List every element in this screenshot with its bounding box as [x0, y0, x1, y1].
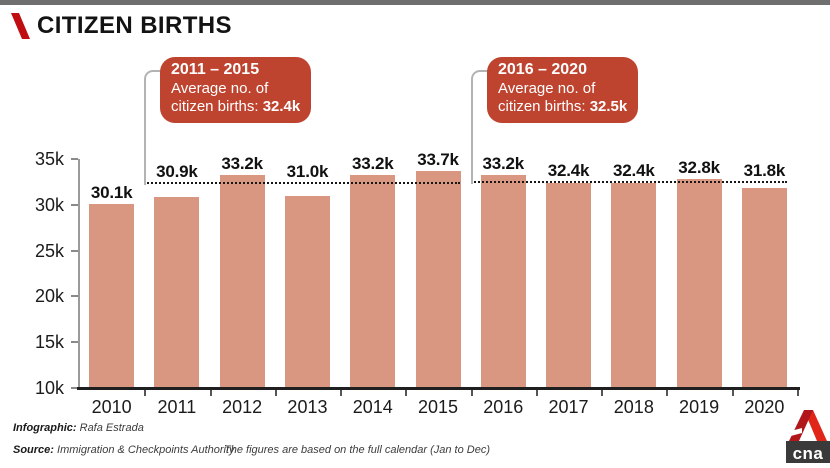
source-credit: Source: Immigration & Checkpoints Author… [13, 444, 235, 456]
x-axis-tick [405, 390, 407, 396]
bar-value-label-2011: 30.9k [153, 162, 201, 181]
bar-2019 [676, 179, 722, 388]
source-credit-label: Source: [13, 444, 54, 456]
y-axis-tick [71, 387, 78, 389]
bar-value-label-2019: 32.8k [675, 158, 723, 177]
bar-2015 [415, 171, 461, 388]
bar-value-label-2010: 30.1k [87, 183, 136, 202]
x-axis-line [77, 387, 800, 390]
x-axis-label-2019: 2019 [679, 397, 720, 417]
annotation-text: Average no. of [171, 80, 269, 97]
bar-2011 [154, 197, 200, 388]
y-axis-line [78, 159, 80, 388]
infographic-credit-value: Rafa Estrada [76, 422, 144, 434]
cna-logo-left-stroke [789, 410, 813, 441]
y-axis-label-35k: 35k [34, 149, 64, 169]
brand-slash-icon [11, 13, 30, 39]
cna-logo-notch [787, 428, 802, 437]
x-axis-label-2017: 2017 [548, 397, 589, 417]
y-axis-label-25k: 25k [34, 241, 64, 261]
average-dotted-line-1 [144, 182, 460, 184]
bar-value-label-2018: 32.4k [610, 161, 658, 180]
annotation-text: citizen births: 32.5k [498, 98, 627, 116]
annotation-connector-1 [144, 70, 163, 185]
annotation-box-2016-2020: 2016 – 2020 Average no. of citizen birth… [487, 57, 639, 123]
y-axis-label-10k: 10k [34, 378, 64, 398]
bar-value-label-2012: 33.2k [218, 154, 266, 173]
x-axis-label-2012: 2012 [222, 397, 263, 417]
cna-logo-box [786, 441, 830, 463]
bar-2010 [89, 204, 135, 388]
bar-value-label-2013: 31.0k [283, 162, 332, 181]
x-axis-label-2020: 2020 [744, 397, 785, 417]
x-axis-tick [471, 390, 473, 396]
page-title: CITIZEN BIRTHS [37, 12, 232, 39]
x-axis-tick [797, 390, 799, 396]
annotation-text-prefix: citizen births: [171, 98, 263, 115]
y-axis-tick [71, 341, 78, 343]
bar-2017 [546, 183, 592, 388]
infographic-credit: Infographic: Rafa Estrada [13, 422, 144, 434]
x-axis-label-2013: 2013 [287, 397, 328, 417]
annotation-text: citizen births: 32.4k [171, 98, 300, 116]
x-axis-tick [144, 390, 146, 396]
y-axis-tick [71, 250, 78, 252]
annotation-connector-2 [471, 70, 490, 184]
x-axis-tick [275, 390, 277, 396]
annotation-box-2011-2015: 2011 – 2015 Average no. of citizen birth… [160, 57, 312, 123]
x-axis-tick [732, 390, 734, 396]
bar-value-label-2017: 32.4k [544, 161, 593, 180]
x-axis-label-2016: 2016 [483, 397, 524, 417]
source-credit-value: Immigration & Checkpoints Authority [53, 444, 235, 456]
bar-2012 [219, 175, 265, 388]
header: CITIZEN BIRTHS [11, 12, 232, 40]
bar-value-label-2015: 33.7k [414, 150, 462, 169]
y-axis-label-15k: 15k [34, 332, 64, 352]
annotation-period: 2011 – 2015 [171, 61, 260, 78]
bar-2018 [611, 183, 657, 388]
y-axis-label-20k: 20k [34, 286, 64, 306]
bar-2014 [350, 175, 396, 388]
x-axis-label-2018: 2018 [613, 397, 654, 417]
x-axis-label-2015: 2015 [417, 397, 459, 417]
cna-logo: cna [786, 410, 830, 463]
y-axis-tick [71, 158, 78, 160]
bar-value-label-2014: 33.2k [348, 154, 397, 173]
annotation-average-value: 32.4k [262, 98, 301, 115]
bar-value-label-2020: 31.8k [740, 161, 789, 180]
y-axis-tick [71, 295, 78, 297]
y-axis-label-30k: 30k [34, 195, 64, 215]
annotation-period: 2016 – 2020 [498, 61, 587, 78]
average-dotted-line-2 [471, 181, 787, 183]
infographic-credit-label: Infographic: [13, 422, 77, 434]
x-axis-tick [601, 390, 603, 396]
annotation-text: Average no. of [498, 80, 596, 97]
bar-value-label-2016: 33.2k [479, 154, 528, 173]
x-axis-tick [666, 390, 668, 396]
bar-2013 [284, 196, 330, 388]
x-axis-tick [536, 390, 538, 396]
x-axis-tick [210, 390, 212, 396]
cna-logo-text: cna [793, 444, 824, 463]
annotation-text-prefix: citizen births: [498, 98, 590, 115]
y-axis-tick [71, 204, 78, 206]
bar-2016 [480, 175, 526, 388]
cna-logo-right-stroke [804, 410, 827, 441]
annotation-average-value: 32.5k [589, 98, 628, 115]
x-axis-tick [340, 390, 342, 396]
bar-2020 [741, 188, 787, 388]
x-axis-label-2010: 2010 [91, 397, 132, 417]
x-axis-label-2011: 2011 [157, 397, 197, 417]
top-strip [0, 0, 830, 5]
x-axis-label-2014: 2014 [352, 397, 393, 417]
footnote: The figures are based on the full calend… [224, 444, 490, 456]
